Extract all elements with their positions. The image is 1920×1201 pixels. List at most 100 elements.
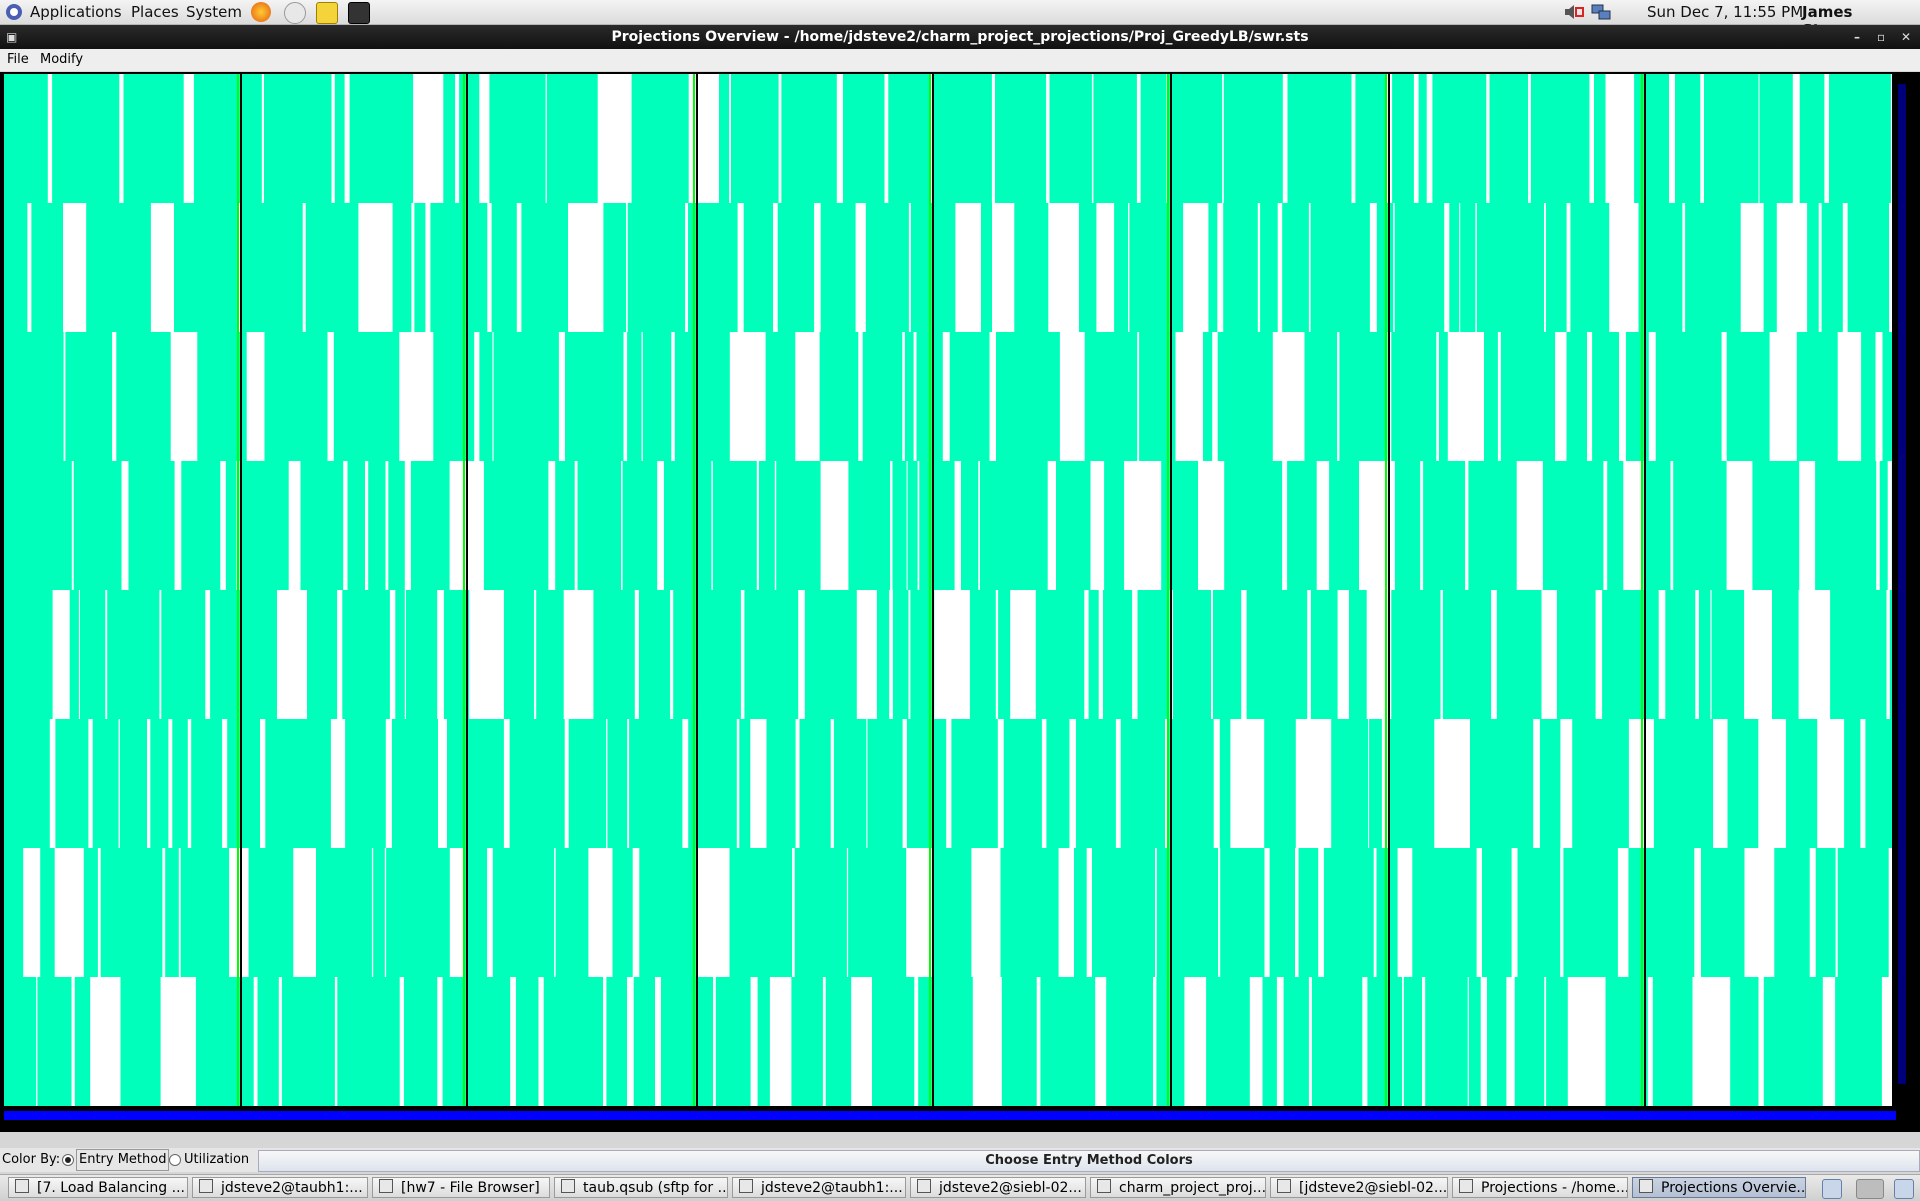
modify-menu[interactable]: Modify [40, 52, 84, 67]
workspace-2-icon[interactable] [1856, 1179, 1884, 1199]
load-balance-marker [929, 74, 931, 1106]
idle-gap [1726, 461, 1753, 590]
idle-gap [1282, 461, 1288, 590]
file-menu[interactable]: File [7, 52, 29, 67]
idle-gap [1682, 203, 1686, 332]
choose-entry-method-colors-button[interactable]: Choose Entry Method Colors [258, 1150, 1920, 1172]
idle-gap [634, 590, 639, 719]
menu-bar: File Modify [0, 49, 1920, 71]
utilization-label[interactable]: Utilization [184, 1152, 250, 1167]
network-icon[interactable] [1590, 2, 1612, 22]
idle-gap [671, 332, 675, 461]
idle-gap [685, 203, 688, 332]
idle-gap [1272, 332, 1305, 461]
idle-gap [63, 203, 87, 332]
idle-gap [1436, 332, 1439, 461]
idle-gap [1876, 461, 1880, 590]
idle-gap [954, 461, 961, 590]
taskbar-item[interactable]: jdsteve2@siebl-02... [910, 1177, 1086, 1198]
idle-gap [773, 203, 778, 332]
minimize-icon[interactable]: – [1854, 30, 1860, 44]
vertical-scrollbar[interactable] [1896, 74, 1914, 1124]
idle-gap [1533, 719, 1540, 848]
load-balance-marker [1385, 74, 1387, 1106]
idle-gap [972, 977, 1002, 1106]
places-menu[interactable]: Places [131, 3, 179, 21]
idle-gap [1183, 203, 1209, 332]
firefox-launcher-icon[interactable] [251, 2, 271, 22]
gnome-foot-icon[interactable] [4, 2, 24, 26]
idle-gap [331, 74, 335, 203]
idle-gap [1316, 461, 1330, 590]
idle-gap [1318, 848, 1324, 977]
maximize-icon[interactable]: ▫ [1877, 30, 1886, 44]
idle-gap [554, 848, 556, 977]
window-title-bar[interactable]: ▣ Projections Overview - /home/jdsteve2/… [0, 25, 1920, 49]
volume-muted-icon[interactable] [1562, 2, 1584, 22]
idle-gap [278, 977, 282, 1106]
idle-gap [365, 461, 369, 590]
workspace-1-icon[interactable] [1822, 1179, 1842, 1199]
processor-timeline-svg[interactable] [4, 74, 1892, 1106]
idle-gap [385, 719, 392, 848]
entry-method-label[interactable]: Entry Method [76, 1149, 170, 1171]
taskbar-item-active[interactable]: Projections Overvie... [1632, 1177, 1806, 1198]
window-menu-icon[interactable]: ▣ [6, 30, 18, 44]
idle-gap [621, 461, 623, 590]
workspace-3-icon[interactable] [1894, 1179, 1914, 1199]
idle-gap [437, 977, 443, 1106]
taskbar-item[interactable]: [hw7 - File Browser] [372, 1177, 550, 1198]
taskbar-item[interactable]: charm_project_proj... [1090, 1177, 1266, 1198]
idle-gap [1459, 203, 1461, 332]
idle-gap [1695, 590, 1699, 719]
folder-icon [379, 1179, 393, 1193]
close-icon[interactable]: ✕ [1901, 30, 1912, 44]
idle-gap [147, 719, 151, 848]
mail-launcher-icon[interactable] [284, 2, 306, 24]
applications-menu[interactable]: Applications [30, 3, 122, 21]
entry-method-radio[interactable] [62, 1154, 74, 1166]
idle-gap [49, 719, 56, 848]
text-editor-icon [561, 1179, 575, 1193]
idle-gap [1282, 74, 1288, 203]
idle-gap [548, 461, 556, 590]
idle-gap [469, 590, 504, 719]
idle-gap [1491, 590, 1497, 719]
idle-gap [260, 719, 266, 848]
idle-gap [222, 719, 228, 848]
folder-icon [1097, 1179, 1111, 1193]
idle-gap [1222, 74, 1224, 203]
taskbar-item[interactable]: taub.qsub (sftp for ... [554, 1177, 728, 1198]
idle-gap [682, 719, 689, 848]
idle-gap [384, 848, 387, 977]
idle-gap [1506, 977, 1515, 1106]
overview-canvas[interactable] [4, 74, 1892, 1106]
idle-gap [119, 74, 124, 203]
utilization-radio[interactable] [169, 1154, 181, 1166]
idle-gap [989, 332, 996, 461]
idle-gap [1647, 977, 1653, 1106]
idle-gap [991, 74, 995, 203]
scrollbar-thumb[interactable] [1898, 84, 1906, 1084]
idle-gap [906, 848, 933, 977]
idle-gap [750, 719, 767, 848]
idle-gap [1366, 590, 1392, 719]
taskbar: [7. Load Balancing ... jdsteve2@taubh1:.… [0, 1174, 1920, 1201]
idle-gap [23, 848, 41, 977]
idle-gap [1098, 590, 1103, 719]
system-menu[interactable]: System [186, 3, 242, 21]
idle-gap [1822, 977, 1836, 1106]
taskbar-item[interactable]: [jdsteve2@siebl-02... [1270, 1177, 1448, 1198]
load-balance-marker [1167, 74, 1169, 1106]
taskbar-item[interactable]: jdsteve2@taubh1:... [732, 1177, 906, 1198]
idle-gap [170, 332, 198, 461]
idle-gap [449, 848, 464, 977]
taskbar-item[interactable]: [7. Load Balancing ... [8, 1177, 188, 1198]
clock[interactable]: Sun Dec 7, 11:55 PM [1647, 3, 1804, 21]
terminal-launcher-icon[interactable] [348, 2, 370, 24]
taskbar-item[interactable]: Projections - /home... [1452, 1177, 1628, 1198]
text-editor-launcher-icon[interactable] [316, 2, 338, 24]
idle-gap [27, 203, 32, 332]
taskbar-item[interactable]: jdsteve2@taubh1:... [192, 1177, 368, 1198]
idle-gap [627, 977, 634, 1106]
